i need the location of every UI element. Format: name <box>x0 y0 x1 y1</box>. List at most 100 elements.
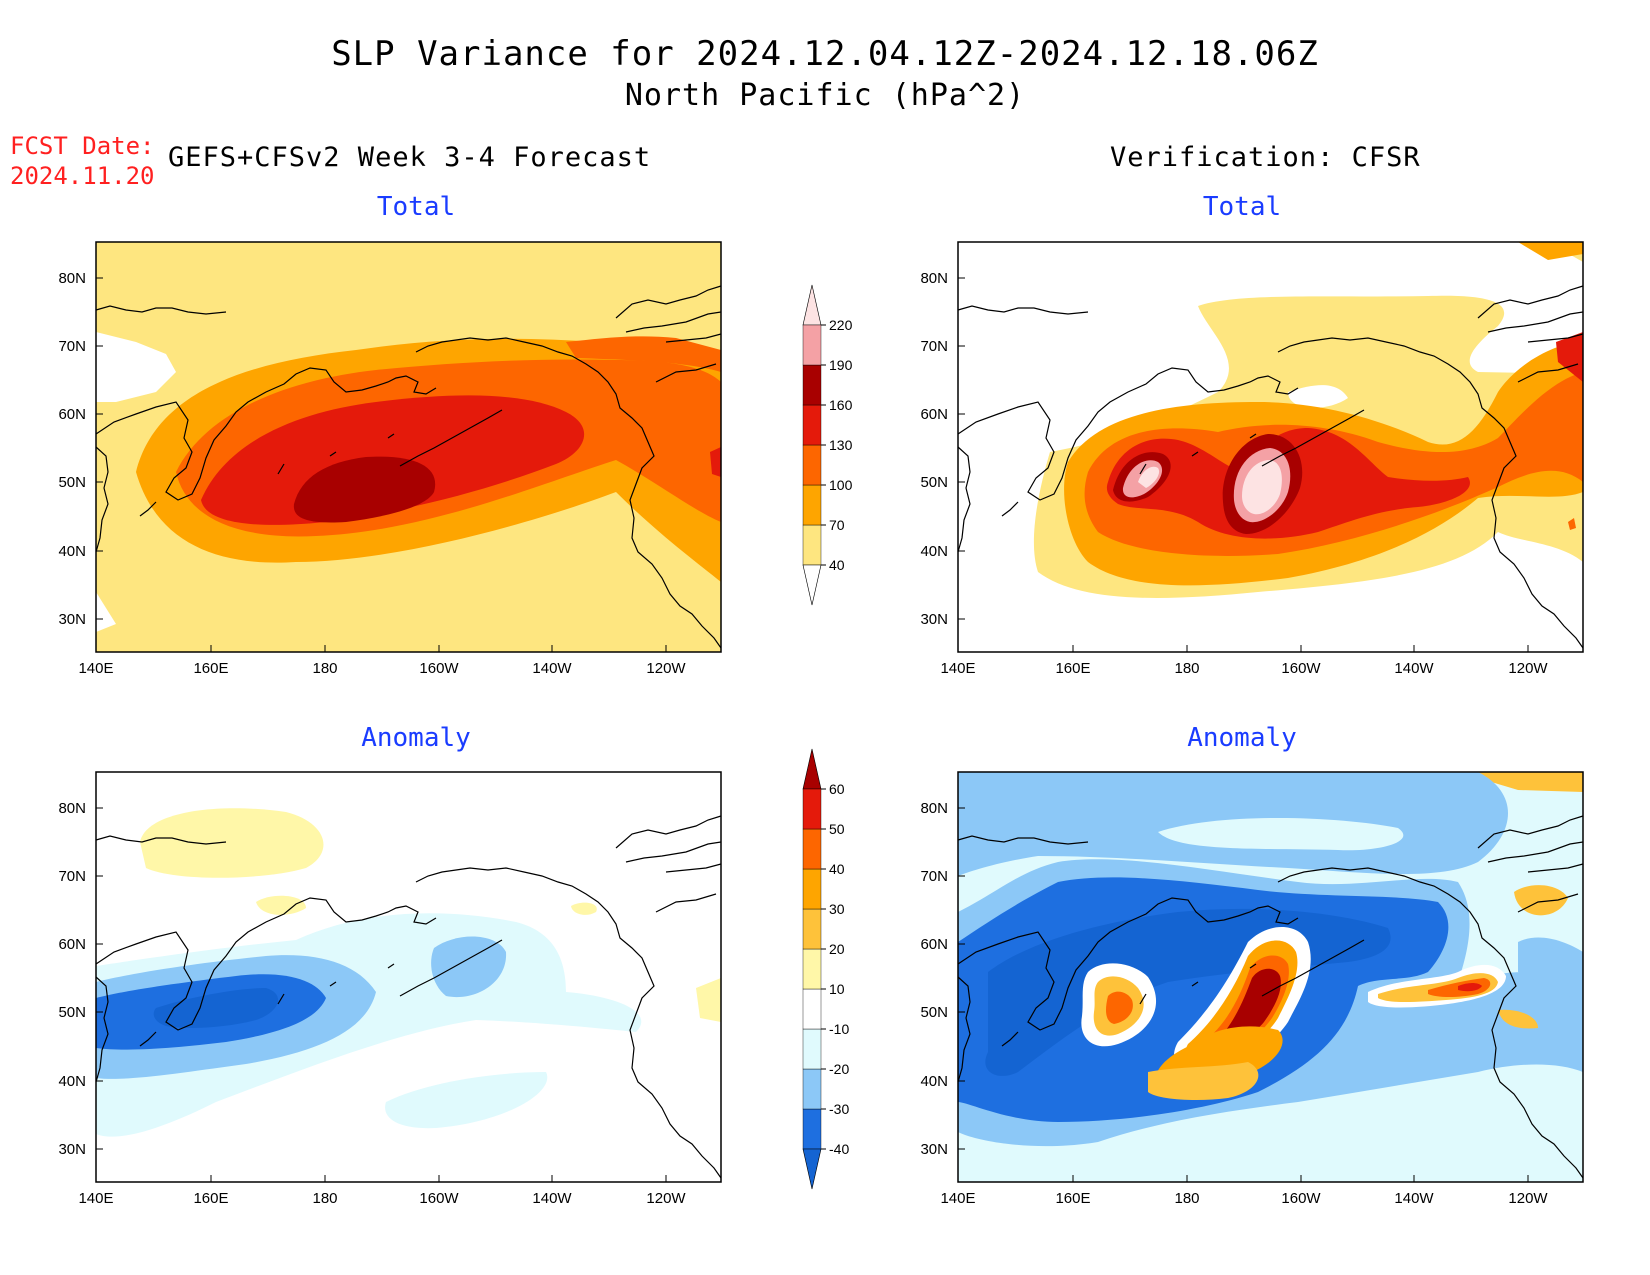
lon-tick-label: 180 <box>1174 660 1199 677</box>
colorbar-label: 190 <box>829 357 853 373</box>
lon-tick-label: 140W <box>532 1190 572 1207</box>
lat-tick-label: 40N <box>920 1073 948 1090</box>
lon-tick-label: 160E <box>1055 1190 1090 1207</box>
lat-tick-label: 70N <box>58 868 86 885</box>
panel-title-verification-anomaly: Anomaly <box>1187 723 1297 753</box>
lat-tick-label: 30N <box>58 1141 86 1158</box>
colorbar-segment <box>802 948 822 990</box>
colorbar-segment <box>802 524 822 566</box>
lat-tick-label: 70N <box>920 868 948 885</box>
lon-tick-label: 140W <box>532 660 572 677</box>
lon-tick-label: 160W <box>419 1190 459 1207</box>
colorbar-bottom-arrow <box>802 1148 822 1190</box>
lon-tick-label: 180 <box>312 660 337 677</box>
lat-tick-label: 30N <box>58 611 86 628</box>
colorbar-top-arrow <box>802 284 822 326</box>
lat-tick-label: 40N <box>58 543 86 560</box>
total-colorbar: 40 70 100 130 160 190 220 <box>802 284 853 606</box>
lon-tick-label: 160E <box>1055 660 1090 677</box>
colorbar-label: 220 <box>829 317 853 333</box>
panel-title-verification-total: Total <box>1202 192 1282 222</box>
lat-tick-label: 40N <box>920 543 948 560</box>
lat-tick-label: 60N <box>58 936 86 953</box>
lon-tick-label: 120W <box>646 1190 686 1207</box>
colorbars: 40 70 100 130 160 190 220 -40 -30 -20 -10 10 20 30 40 5… <box>802 284 853 1190</box>
colorbar-segment <box>802 988 822 1030</box>
colorbar-label: 50 <box>829 821 845 837</box>
colorbar-label: 60 <box>829 781 845 797</box>
lon-tick-label: 120W <box>646 660 686 677</box>
colorbar-bottom-arrow <box>802 564 822 606</box>
lat-tick-label: 80N <box>58 270 86 287</box>
colorbar-segment <box>802 1028 822 1070</box>
colorbar-label: -20 <box>829 1061 849 1077</box>
colorbar-segment <box>802 1068 822 1110</box>
colorbar-label: -10 <box>829 1021 849 1037</box>
colorbar-segment <box>802 364 822 406</box>
forecast-anomaly-map <box>95 771 722 1183</box>
lon-tick-label: 120W <box>1508 1190 1548 1207</box>
colorbar-label: 160 <box>829 397 853 413</box>
colorbar-label: 10 <box>829 981 845 997</box>
figure-subtitle: North Pacific (hPa^2) <box>624 78 1026 113</box>
colorbar-segment <box>802 404 822 446</box>
colorbar-segment <box>802 444 822 486</box>
lon-tick-label: 120W <box>1508 660 1548 677</box>
colorbar-segment <box>802 484 822 526</box>
colorbar-label: 20 <box>829 941 845 957</box>
panel-title-forecast-anomaly: Anomaly <box>361 723 471 753</box>
lon-tick-label: 140E <box>78 1190 113 1207</box>
colorbar-label: 100 <box>829 477 853 493</box>
figure-title: SLP Variance for 2024.12.04.12Z-2024.12.… <box>331 34 1319 74</box>
forecast-heading: GEFS+CFSv2 Week 3-4 Forecast <box>168 142 652 173</box>
verification-heading: Verification: CFSR <box>1110 142 1421 173</box>
lat-tick-label: 60N <box>58 406 86 423</box>
colorbar-segment <box>802 1108 822 1150</box>
lon-tick-label: 160W <box>1281 660 1321 677</box>
colorbar-segment <box>802 788 822 830</box>
colorbar-label: 30 <box>829 901 845 917</box>
axis-labels: 140E 160E 180 160W 140W 120W 80N 70N 60N 50N 40N 30… <box>58 270 1548 1207</box>
lon-tick-label: 140E <box>940 660 975 677</box>
lat-tick-label: 40N <box>58 1073 86 1090</box>
lon-tick-label: 180 <box>1174 1190 1199 1207</box>
lat-tick-label: 50N <box>920 1004 948 1021</box>
lat-tick-label: 80N <box>920 270 948 287</box>
forecast-total-map <box>95 241 722 653</box>
lat-tick-label: 50N <box>920 474 948 491</box>
colorbar-segment <box>802 868 822 910</box>
lon-tick-label: 180 <box>312 1190 337 1207</box>
fcst-date-label: FCST Date: <box>10 132 155 160</box>
lat-tick-label: 30N <box>920 611 948 628</box>
verification-total-map <box>957 241 1584 653</box>
verification-anomaly-map <box>957 771 1584 1183</box>
lat-tick-label: 70N <box>58 338 86 355</box>
lat-tick-label: 60N <box>920 936 948 953</box>
lon-tick-label: 140W <box>1394 1190 1434 1207</box>
colorbar-label: 130 <box>829 437 853 453</box>
lon-tick-label: 140W <box>1394 660 1434 677</box>
lon-tick-label: 160W <box>419 660 459 677</box>
lon-tick-label: 160W <box>1281 1190 1321 1207</box>
panel-title-forecast-total: Total <box>376 192 456 222</box>
colorbar-label: -30 <box>829 1101 849 1117</box>
lon-tick-label: 140E <box>940 1190 975 1207</box>
colorbar-segment <box>802 324 822 366</box>
lat-tick-label: 80N <box>920 800 948 817</box>
colorbar-segment <box>802 908 822 950</box>
colorbar-label: 40 <box>829 557 845 573</box>
lat-tick-label: 50N <box>58 1004 86 1021</box>
lat-tick-label: 60N <box>920 406 948 423</box>
colorbar-label: -40 <box>829 1141 849 1157</box>
lon-tick-label: 160E <box>193 1190 228 1207</box>
lat-tick-label: 50N <box>58 474 86 491</box>
lat-tick-label: 30N <box>920 1141 948 1158</box>
colorbar-label: 40 <box>829 861 845 877</box>
lon-tick-label: 140E <box>78 660 113 677</box>
anomaly-colorbar: -40 -30 -20 -10 10 20 30 40 50 60 <box>802 748 849 1190</box>
lat-tick-label: 80N <box>58 800 86 817</box>
colorbar-top-arrow <box>802 748 822 790</box>
colorbar-segment <box>802 828 822 870</box>
lon-tick-label: 160E <box>193 660 228 677</box>
